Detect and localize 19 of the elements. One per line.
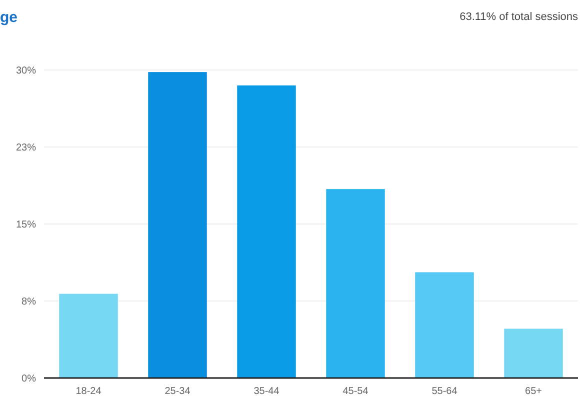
- bar: [326, 189, 385, 378]
- x-tick-label: 25-34: [164, 386, 191, 397]
- y-tick-label: 8%: [22, 296, 36, 308]
- y-tick-label: 0%: [22, 374, 36, 384]
- x-tick-label: 55-64: [432, 386, 458, 397]
- bar: [148, 72, 207, 378]
- y-tick-label: 23%: [16, 142, 36, 154]
- bar: [237, 85, 296, 378]
- x-tick-label: 45-54: [342, 386, 369, 397]
- y-tick-label: 30%: [16, 66, 36, 76]
- bar: [59, 294, 118, 378]
- x-tick-label: 18-24: [76, 386, 102, 397]
- chart-title: ge: [0, 9, 18, 26]
- x-tick-label: 35-44: [254, 386, 280, 397]
- bar: [504, 328, 563, 378]
- text: 63.11% of total sessions: [460, 11, 578, 23]
- x-tick-label: 65+: [525, 386, 542, 397]
- bar: [415, 272, 474, 378]
- y-tick-label: 15%: [16, 220, 36, 230]
